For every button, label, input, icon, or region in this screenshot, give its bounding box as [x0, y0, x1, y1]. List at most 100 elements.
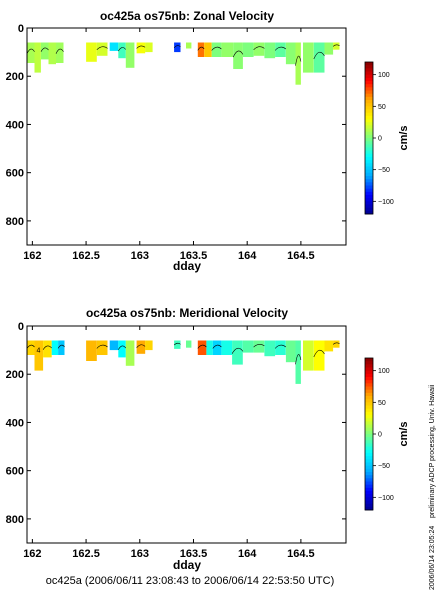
heatmap-cell — [125, 340, 135, 366]
colorbar-segment — [365, 402, 373, 406]
colorbar-segment — [365, 179, 373, 183]
contour-line — [42, 345, 52, 350]
colorbar-segment — [365, 370, 373, 375]
colorbar-segment — [365, 195, 373, 199]
heatmap-cell — [48, 42, 56, 65]
colorbar-segment — [365, 90, 373, 95]
heatmap-cell — [197, 42, 205, 57]
contour-line — [118, 345, 127, 350]
heatmap-cell — [41, 42, 49, 60]
colorbar-segment — [365, 380, 373, 384]
colorbar-segment — [365, 182, 373, 186]
colorbar-segment — [365, 415, 373, 419]
colorbar-segment — [365, 475, 373, 479]
heatmap-cell — [206, 340, 213, 355]
heatmap-cell — [43, 340, 52, 358]
colorbar-segment — [365, 160, 373, 164]
contour-line — [274, 46, 287, 51]
colorbar-segment — [365, 163, 373, 167]
x-tick-label: 164 — [238, 548, 257, 560]
y-tick-label: 800 — [6, 216, 24, 228]
x-tick-label: 162 — [23, 250, 41, 262]
colorbar-tick-label: 100 — [378, 368, 390, 375]
colorbar-segment — [365, 399, 373, 403]
colorbar-tick-label: 50 — [378, 104, 386, 111]
contour-line — [212, 344, 222, 349]
y-tick-label: 400 — [6, 119, 24, 131]
y-tick-label: 600 — [6, 466, 24, 478]
colorbar-segment — [365, 421, 373, 425]
colorbar-segment — [365, 122, 373, 126]
colorbar-segment — [365, 144, 373, 148]
colorbar-segment — [365, 84, 373, 88]
contour-line — [26, 344, 35, 349]
heatmap-cell — [96, 340, 108, 355]
heatmap-cell — [233, 42, 243, 69]
colorbar-segment — [365, 119, 373, 123]
contour-line — [313, 51, 325, 60]
heatmap-cell — [333, 42, 340, 50]
colorbar-segment — [365, 65, 373, 69]
heatmap-cell — [264, 340, 276, 357]
contour-line — [26, 48, 35, 54]
colorbar-segment — [365, 373, 373, 378]
colorbar-segment — [365, 210, 373, 215]
colorbar-tick-label: −100 — [378, 495, 394, 502]
colorbar-segment — [365, 405, 373, 410]
colorbar-segment — [365, 68, 373, 72]
heatmap-cell — [145, 42, 153, 53]
colorbar-segment — [365, 462, 373, 467]
contour-lines: 4 — [26, 342, 340, 365]
heatmap-cell — [221, 42, 234, 57]
contour-line — [313, 349, 325, 358]
heatmap-cell — [242, 340, 254, 353]
colorbar-segment — [365, 367, 373, 372]
heatmap-cell — [295, 340, 301, 384]
colorbar-segment — [365, 157, 373, 161]
colorbar-tick-label: 0 — [378, 136, 382, 143]
heatmap-cell — [186, 340, 192, 348]
contour-line — [231, 347, 244, 354]
colorbar-segment — [365, 364, 373, 368]
heatmap-cell — [313, 42, 325, 73]
heatmap-cell — [27, 42, 35, 63]
colorbar-segment — [365, 93, 373, 98]
colorbar-segment — [365, 201, 373, 205]
heatmap-cell — [313, 340, 325, 371]
colorbar-segment — [365, 361, 373, 365]
heatmap-cell — [118, 340, 126, 358]
x-tick-label: 164 — [238, 250, 257, 262]
contour-line — [197, 46, 205, 51]
colorbar-tick-label: −100 — [378, 199, 394, 206]
y-tick-label: 0 — [18, 321, 24, 333]
heatmap-cell — [242, 42, 254, 57]
colorbar-segment — [365, 386, 373, 391]
colorbar: 100 50 0 −50 −100 cm/s — [364, 357, 410, 511]
heatmap-cell — [145, 340, 153, 351]
colorbar-segment — [365, 185, 373, 190]
colorbar-segment — [365, 169, 373, 174]
panel-title: oc425a os75nb: Meridional Velocity — [86, 306, 288, 320]
contour-line — [57, 344, 65, 349]
x-axis-label: dday — [173, 558, 201, 572]
x-tick-label: 162.5 — [72, 250, 100, 262]
colorbar-segment — [365, 437, 373, 441]
zonal-velocity-panel: oc425a os75nb: Zonal Velocity 0 200 400 600… — [6, 9, 410, 273]
colorbar-segment — [365, 427, 373, 432]
y-tick-label: 600 — [6, 168, 24, 180]
contour-line — [332, 342, 340, 345]
colorbar-segment — [365, 115, 373, 120]
colorbar-segment — [365, 87, 373, 91]
heatmap-cell — [125, 42, 135, 68]
x-tick-label: 163.5 — [180, 250, 208, 262]
colorbar-segment — [365, 112, 373, 117]
colorbar: 100 50 0 −50 −100 cm/s — [364, 61, 410, 215]
heatmap-cell — [221, 340, 233, 355]
meridional-velocity-panel: oc425a os75nb: Meridional Velocity 4 0 20… — [6, 306, 410, 572]
colorbar-segment — [365, 204, 373, 209]
heatmap-cell — [333, 340, 340, 348]
contour-line — [332, 44, 340, 47]
colorbar-segment — [365, 453, 373, 457]
heatmap-cell — [51, 340, 59, 355]
